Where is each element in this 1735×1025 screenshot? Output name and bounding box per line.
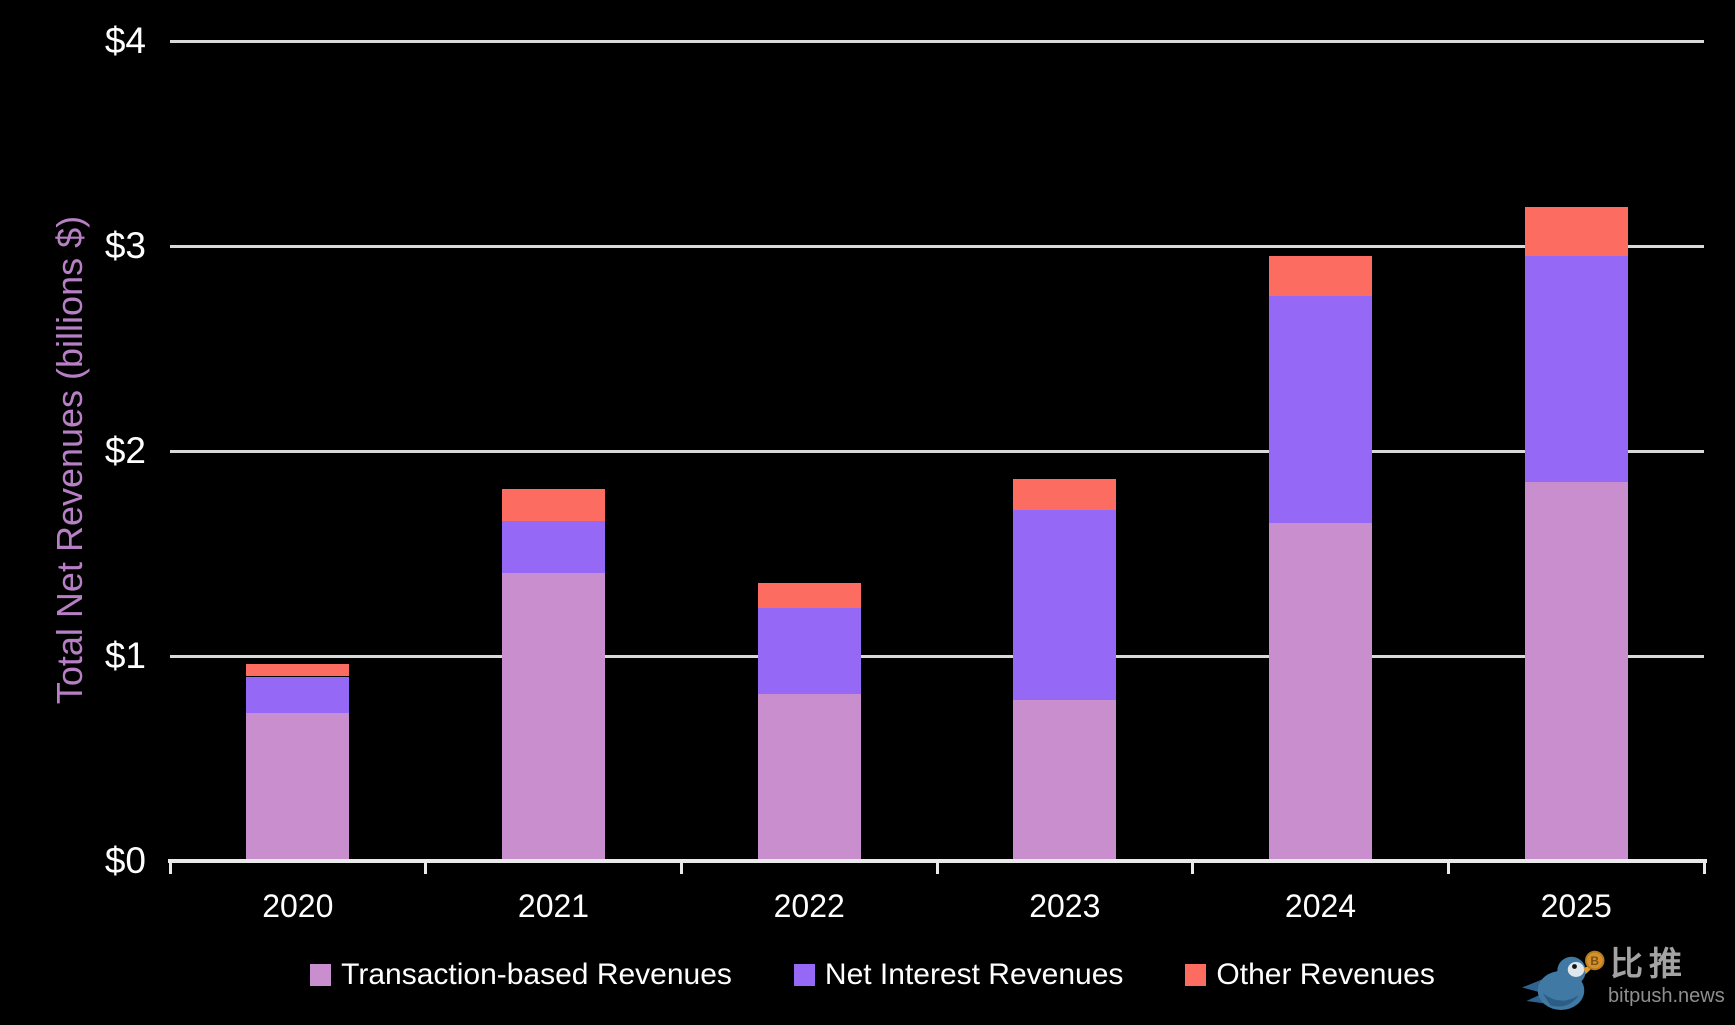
- bar-segment-2024-transaction-based: [1269, 523, 1372, 861]
- x-tick-label-2022: 2022: [773, 888, 845, 924]
- y-tick-label: $2: [104, 430, 146, 471]
- y-tick-label: $4: [104, 20, 146, 61]
- legend-marker-other-icon: [1185, 964, 1207, 986]
- legend-marker-net-interest-icon: [793, 964, 815, 986]
- legend-label-transaction-based: Transaction-based Revenues: [341, 958, 732, 991]
- legend-label-net-interest: Net Interest Revenues: [824, 958, 1124, 991]
- bar-segment-2020-net: [246, 676, 350, 714]
- x-axis-tick: [1446, 863, 1450, 874]
- gridline-3: [170, 245, 1704, 248]
- bitpush-watermark: B 比推 bitpush.news: [1522, 944, 1732, 1022]
- svg-text:B: B: [1590, 954, 1599, 968]
- legend-label-other: Other Revenues: [1216, 958, 1435, 991]
- bar-segment-2024-net: [1269, 296, 1372, 524]
- legend-item-other: Other Revenues: [1185, 958, 1435, 992]
- bar-segment-2021-other: [502, 488, 605, 521]
- bar-segment-2023-net: [1013, 509, 1117, 700]
- bar-segment-2020-other: [246, 664, 350, 677]
- bitpush-brand-site: bitpush.news: [1608, 985, 1725, 1007]
- bar-segment-2025-transaction-based: [1524, 481, 1628, 862]
- legend-item-transaction-based: Transaction-based Revenues: [310, 958, 732, 992]
- y-tick-label: $1: [104, 635, 146, 676]
- legend-marker-transaction-based-icon: [310, 964, 332, 986]
- gridline-2: [170, 450, 1704, 453]
- bar-segment-2022-transaction-based: [757, 694, 861, 861]
- x-axis-tick: [1191, 863, 1195, 874]
- bar-segment-2021-net: [502, 520, 605, 574]
- x-tick-label-2025: 2025: [1540, 888, 1612, 924]
- bar-segment-2020-transaction-based: [246, 713, 350, 861]
- x-axis-line: [168, 859, 1707, 863]
- y-tick-label: $3: [104, 225, 146, 266]
- bitpush-bird-icon: B: [1522, 950, 1605, 1010]
- legend-item-net-interest: Net Interest Revenues: [793, 958, 1124, 992]
- x-axis-tick: [1702, 863, 1706, 874]
- x-tick-label-2024: 2024: [1284, 888, 1357, 924]
- bar-segment-2025-net: [1524, 256, 1628, 482]
- bar-segment-2022-other: [757, 582, 861, 608]
- gridline-1: [170, 655, 1704, 658]
- y-tick-label: $0: [104, 840, 146, 881]
- gridline-4: [170, 40, 1704, 43]
- x-tick-label-2021: 2021: [517, 888, 590, 924]
- bar-segment-2021-transaction-based: [502, 573, 605, 861]
- legend: Transaction-based Revenues Net Interest …: [10, 958, 1735, 992]
- x-axis-tick: [679, 863, 683, 874]
- x-axis-tick: [935, 863, 939, 874]
- bar-segment-2025-other: [1524, 207, 1628, 257]
- x-tick-label-2020: 2020: [262, 888, 334, 924]
- x-axis-tick: [424, 863, 428, 874]
- bitpush-brand-cn: 比推: [1610, 945, 1688, 982]
- bar-segment-2022-net: [757, 607, 861, 695]
- bar-segment-2023-other: [1013, 478, 1117, 510]
- bar-segment-2024-other: [1269, 256, 1372, 296]
- bar-segment-2023-transaction-based: [1013, 700, 1117, 861]
- x-axis-tick: [168, 863, 172, 874]
- x-tick-label-2023: 2023: [1029, 888, 1101, 924]
